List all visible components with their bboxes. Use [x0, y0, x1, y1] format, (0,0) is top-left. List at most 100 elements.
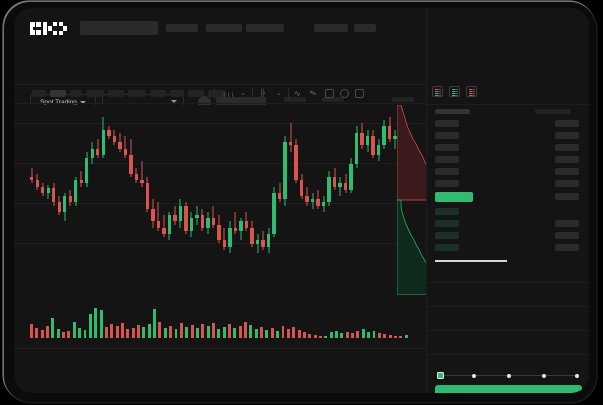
submit-order-button[interactable]	[435, 385, 582, 393]
orderbook-bid-row-price[interactable]	[435, 220, 459, 227]
orderbook-asks-icon[interactable]	[466, 86, 477, 97]
volume-bar	[211, 322, 215, 338]
app-header	[14, 8, 589, 44]
volume-bar	[265, 329, 269, 338]
candle	[167, 105, 172, 295]
candle	[360, 105, 364, 295]
amount-slider[interactable]	[437, 372, 580, 379]
orderbook-both-icon[interactable]	[432, 86, 443, 97]
timeframe-1[interactable]	[50, 90, 66, 97]
order-field-0[interactable]	[427, 306, 589, 307]
stat-label	[392, 97, 414, 102]
header-search-input[interactable]	[80, 21, 158, 35]
nav-item-4[interactable]	[354, 24, 376, 32]
chart-style-select[interactable]: ╠	[260, 90, 265, 97]
orderbook-bid-row-price[interactable]	[435, 232, 459, 239]
camera-icon[interactable]	[325, 89, 334, 98]
toolbar-divider	[288, 88, 289, 99]
timeframe-4[interactable]	[108, 90, 124, 97]
volume-bar	[319, 335, 322, 338]
slider-step-1[interactable]	[472, 373, 476, 378]
pair-name-label	[216, 97, 266, 108]
orderbook-ask-row-price[interactable]	[435, 144, 459, 151]
timeframe-5[interactable]	[128, 90, 146, 97]
timeframe-0[interactable]	[32, 90, 46, 97]
candle	[129, 105, 133, 295]
candle	[79, 105, 83, 295]
volume-bar	[51, 318, 55, 338]
nav-item-3[interactable]	[314, 24, 348, 32]
candle	[299, 105, 304, 295]
candle	[343, 105, 348, 295]
expand-icon[interactable]	[355, 89, 364, 98]
orderbook-bid-row-price[interactable]	[435, 208, 459, 215]
orderbook-bids-icon[interactable]	[449, 86, 460, 97]
chart-gridline	[14, 203, 426, 204]
timeframe-6[interactable]	[150, 90, 166, 97]
candle	[283, 105, 287, 295]
candle	[305, 105, 309, 295]
volume-bar	[308, 334, 312, 338]
volume-bar	[302, 331, 306, 338]
volume-bar	[260, 327, 264, 338]
volume-chart	[14, 300, 426, 342]
nav-item-0[interactable]	[166, 24, 198, 32]
timeframe-7[interactable]	[170, 90, 184, 97]
candle	[261, 105, 265, 295]
orderbook-bid-row-size	[555, 244, 579, 251]
timeframe-3[interactable]	[86, 90, 104, 97]
orderbook-ask-row-price[interactable]	[435, 120, 459, 127]
volume-bar	[126, 328, 130, 338]
okx-logo-icon[interactable]	[30, 22, 68, 35]
wave-icon[interactable]: ∿	[294, 89, 301, 98]
candle	[162, 105, 166, 295]
volume-bar	[30, 324, 33, 338]
orderbook-ask-row-price[interactable]	[435, 132, 459, 139]
timeframe-2[interactable]	[70, 90, 82, 97]
slider-step-4[interactable]	[575, 373, 579, 378]
candle	[184, 105, 188, 295]
volume-bar	[169, 326, 173, 338]
timeframe-9[interactable]	[208, 90, 226, 97]
volume-bar	[104, 327, 108, 338]
chart-gridline	[14, 243, 426, 244]
slider-step-2[interactable]	[507, 373, 511, 378]
slider-knob[interactable]	[437, 372, 444, 379]
orderbook-ask-row-price[interactable]	[435, 168, 459, 175]
candle	[228, 105, 232, 295]
slider-step-3[interactable]	[542, 373, 546, 378]
style-select-chevron-icon[interactable]: ⌄	[276, 90, 282, 97]
gear-icon[interactable]	[340, 89, 349, 98]
candle	[255, 105, 260, 295]
orderbook-ask-row-size	[555, 144, 579, 151]
volume-bar	[195, 328, 199, 338]
indicator-type-select[interactable]: ╷╷╷	[222, 90, 235, 97]
volume-bar	[222, 327, 226, 338]
candle	[112, 105, 116, 295]
volume-bar	[367, 331, 371, 338]
order-field-1[interactable]	[427, 330, 589, 331]
timeframe-8[interactable]	[188, 90, 204, 97]
candle	[272, 105, 276, 295]
volume-bar	[329, 331, 333, 338]
volume-bar	[88, 314, 92, 338]
price-chart[interactable]	[14, 105, 426, 295]
stat-label	[322, 97, 344, 102]
orderbook-ask-row-size	[555, 156, 579, 163]
trading-mode-label: Spot Trading	[40, 99, 77, 106]
orderbook-bid-row-price[interactable]	[435, 244, 459, 251]
nav-item-1[interactable]	[206, 24, 242, 32]
candle	[250, 105, 254, 295]
nav-item-2[interactable]	[246, 24, 284, 32]
volume-bar	[163, 328, 167, 338]
volume-bar	[276, 330, 280, 338]
orderbook-view-toggles	[432, 86, 477, 97]
order-form-tabs: Buy Sell	[427, 260, 589, 282]
indicator-select-chevron-icon[interactable]: ⌄	[240, 90, 246, 97]
candle	[321, 105, 326, 295]
volume-bar	[313, 335, 317, 338]
orderbook-ask-row-price[interactable]	[435, 180, 459, 187]
orderbook-ask-row-price[interactable]	[435, 156, 459, 163]
chart-toolbar	[14, 84, 426, 104]
order-field-2[interactable]	[427, 354, 589, 355]
